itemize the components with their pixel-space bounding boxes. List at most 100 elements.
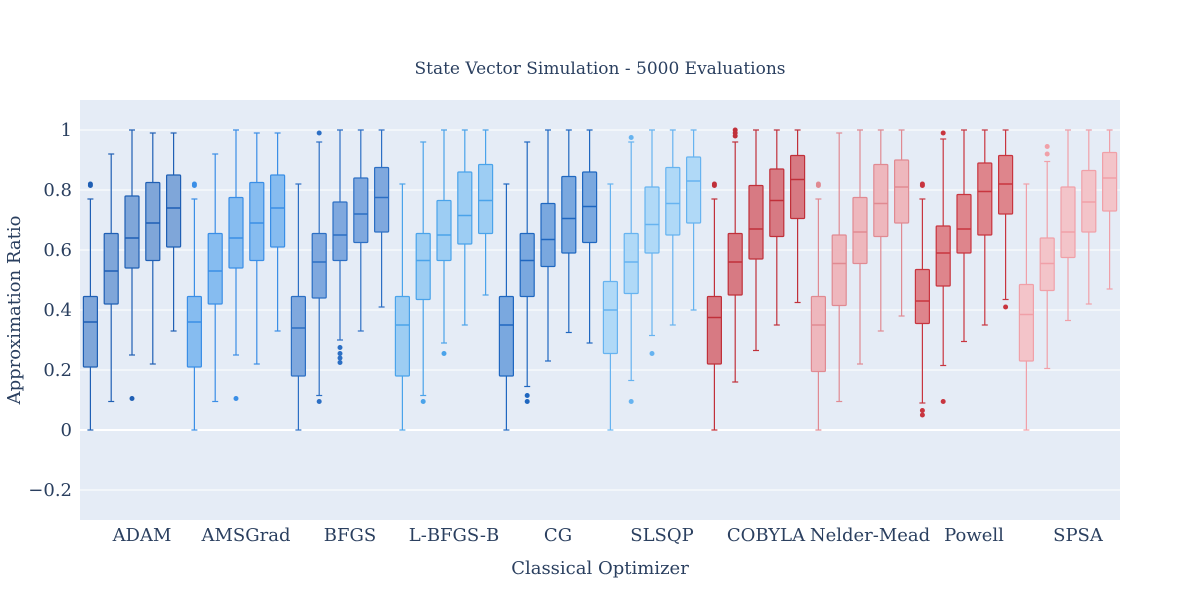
box-outlier [87,181,93,187]
x-axis-ticks: ADAM AMSGrad BFGS L-BFGS-B CG SLSQP COBYLA Neld… [112,525,1104,546]
box-l-bfgs-b-3 [436,129,452,356]
x-tick-label: AMSGrad [201,525,291,546]
box-outlier [1003,304,1009,310]
box-iqr [415,232,431,301]
box-outlier [129,396,135,401]
box-iqr [207,232,223,305]
box-cobyla-2 [727,127,743,383]
y-tick-label: 0 [61,420,72,441]
box-iqr [478,163,494,235]
box-outlier [337,345,343,350]
x-tick-label: SLSQP [630,525,693,546]
box-adam-5 [166,132,182,332]
box-series [82,127,1118,431]
box-outlier [940,399,946,404]
box-nelder-mead-3 [852,129,868,365]
box-iqr [82,295,99,368]
box-slsqp-1 [602,183,619,431]
box-cg-3 [540,129,556,362]
box-l-bfgs-b-5 [478,129,494,296]
y-axis-title: Approximation Ratio [4,216,25,406]
box-amsgrad-5 [270,132,286,332]
box-iqr [685,156,702,224]
box-iqr [457,171,473,245]
box-powell-3 [956,129,972,343]
box-iqr [374,166,390,233]
box-slsqp-4 [665,129,681,326]
box-amsgrad-3 [228,129,244,401]
box-powell-5 [997,129,1014,310]
box-spsa-1 [1018,183,1035,431]
box-adam-4 [145,132,161,365]
box-powell-4 [977,129,993,326]
box-outlier [919,408,925,413]
box-outlier [337,355,343,361]
box-iqr [166,174,182,248]
box-iqr [810,295,827,373]
box-iqr [145,181,161,262]
box-iqr [1018,283,1035,362]
box-amsgrad-2 [207,153,223,403]
box-outlier [1044,144,1050,149]
box-outlier [815,181,821,187]
box-cobyla-3 [748,129,764,352]
box-iqr [1060,186,1076,259]
box-iqr [706,295,723,365]
box-iqr [519,232,535,298]
box-spsa-2 [1039,144,1055,370]
box-outlier [919,412,925,418]
x-tick-label: COBYLA [727,525,806,546]
box-outlier [337,351,343,356]
box-nelder-mead-1 [810,181,827,431]
box-outlier [337,360,343,365]
box-spsa-5 [1101,129,1118,290]
box-outlier [732,127,738,133]
box-iqr [498,295,514,377]
box-bfgs-2 [311,130,327,404]
box-slsqp-5 [685,129,702,311]
box-outlier [441,351,447,356]
box-outlier [233,396,239,401]
x-tick-label: BFGS [324,525,376,546]
box-spsa-3 [1060,129,1076,322]
box-iqr [623,232,639,295]
box-outlier [649,351,655,356]
box-l-bfgs-b-2 [415,141,431,404]
box-adam-1 [82,181,99,431]
box-nelder-mead-5 [893,129,910,317]
box-cobyla-1 [706,181,723,431]
x-tick-label: Nelder-Mead [810,525,930,546]
box-iqr [561,175,577,254]
box-iqr [436,199,452,262]
box-iqr [124,195,140,269]
box-outlier [919,181,925,187]
x-tick-label: L-BFGS-B [409,525,499,546]
box-iqr [332,201,348,262]
box-iqr [956,193,972,254]
box-cg-1 [498,183,514,431]
box-cobyla-5 [789,129,806,304]
box-iqr [727,232,743,296]
box-outlier [1044,151,1050,157]
box-spsa-4 [1081,129,1097,305]
box-iqr [748,184,764,260]
box-iqr [270,174,286,248]
box-cg-5 [581,129,598,344]
box-outlier [628,399,634,404]
box-amsgrad-1 [186,181,202,431]
y-tick-label: 0.6 [43,240,72,261]
box-iqr [186,295,202,368]
box-slsqp-3 [644,129,660,356]
box-iqr [893,159,910,224]
box-powell-1 [914,181,931,418]
box-iqr [228,196,244,269]
box-iqr [873,163,889,238]
box-bfgs-5 [374,129,390,308]
box-iqr [831,234,847,307]
box-outlier [191,181,197,187]
box-iqr [540,202,556,268]
box-cg-2 [519,141,535,404]
x-tick-label: ADAM [112,525,172,546]
box-bfgs-4 [353,129,369,332]
box-iqr [935,225,951,287]
